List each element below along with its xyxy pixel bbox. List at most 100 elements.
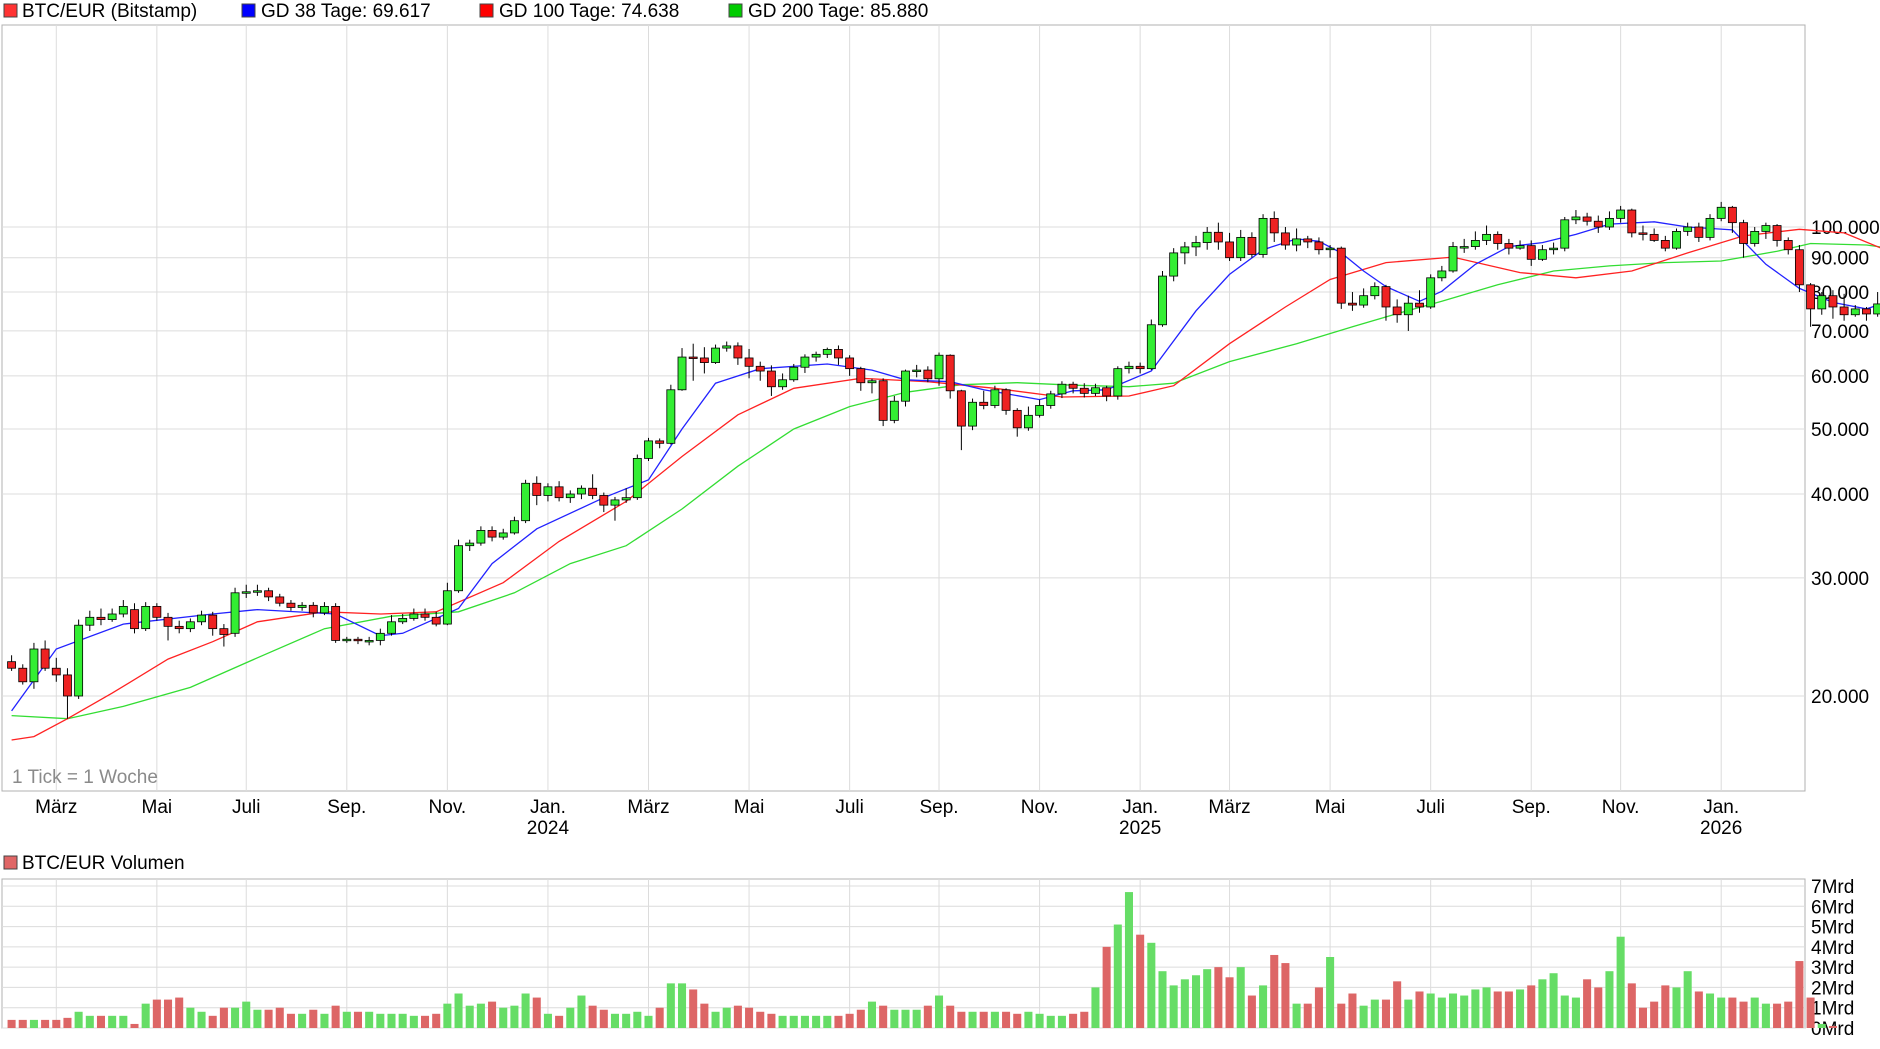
legend-marker-gd38 [241,3,256,18]
candle-body [878,380,888,421]
candle-body [398,618,408,623]
candle-body [1348,302,1357,306]
candle [1079,383,1089,398]
legend-marker-gd200 [728,3,743,18]
volume-bar [443,1003,452,1028]
volume-bar [465,1005,474,1028]
candle-body [63,674,72,697]
candle [1023,406,1033,431]
volume-bar [588,1005,597,1028]
volume-bar [1113,924,1122,1028]
candle [431,611,441,627]
candle [1213,222,1223,250]
candle-body [666,389,676,444]
volume-bar [1158,971,1167,1028]
candle-body [632,457,642,499]
volume-bar [1482,987,1491,1028]
volume-bar [298,1013,307,1028]
volume-bar [1437,997,1446,1028]
volume-tick-label: 2Mrd [1811,978,1854,999]
candle [29,642,39,689]
candle-body [208,614,218,630]
sma38-series [11,221,1880,712]
candle-body [1225,241,1234,259]
volume-bar [476,1003,485,1028]
candle-body [264,590,274,598]
candle-body [722,345,732,349]
candle [956,389,966,451]
candle [118,600,128,618]
volume-bar [722,1007,731,1028]
candle [1292,228,1302,252]
candle [789,363,799,382]
candle-body [766,370,776,388]
volume-bar [1728,997,1737,1028]
sma100-line [11,228,1880,741]
volume-bar [1180,979,1189,1028]
candle-body [1426,277,1436,308]
price-tick-label: 90.000 [1811,249,1869,270]
candle [1124,361,1134,374]
candle [1146,319,1156,371]
candle-body [1258,217,1268,255]
volume-bar [320,1013,329,1028]
volume-bar [1471,989,1480,1028]
volume-bar [387,1013,396,1028]
candle [521,479,531,524]
volume-bar [1672,987,1681,1028]
candle [230,587,240,637]
candle [1526,240,1536,266]
volume-bar [644,1015,653,1028]
candle-body [834,349,843,359]
candle [454,539,463,593]
candle [1135,362,1145,374]
volume-bar [141,1003,150,1028]
volume-bar [566,1007,575,1028]
volume-bar [119,1015,128,1028]
volume-bar [1013,1013,1022,1028]
candle [375,628,385,646]
volume-bar [499,1007,508,1028]
month-tick-label: Mai [142,797,173,818]
volume-bar [1169,985,1178,1028]
month-tick-label: Mai [1315,797,1346,818]
volume-bar [1393,981,1402,1028]
volume-bar [1650,1001,1659,1028]
candle [811,351,821,362]
candle [599,492,609,513]
candle-body [565,493,575,499]
volume-bar [1314,987,1323,1028]
candle [342,636,352,643]
volume-bar [1739,1001,1748,1028]
candle-body [1772,225,1782,241]
candle [1862,306,1871,321]
candle [878,378,888,427]
legend-marker-gd100 [479,3,494,18]
candle-body [1001,389,1011,411]
candle-body [1269,217,1279,234]
candle [1772,224,1782,247]
candle [509,516,519,535]
month-tick-label: März [1208,797,1250,818]
candle-body [1068,383,1078,389]
candle-body [554,486,564,499]
candle-body [1292,238,1302,246]
volume-bar [990,1011,999,1028]
volume-bar [934,995,944,1028]
candle-body [1102,387,1112,397]
candle [1001,388,1011,415]
candle-body [923,369,933,380]
legend-gd100: GD 100 Tage: 74.638 [499,1,679,22]
volume-bar [1516,989,1525,1028]
candle [297,602,307,611]
volume-bar [1303,1003,1312,1028]
price-grid [2,25,1805,791]
volume-bar [1795,961,1804,1028]
candle [1046,390,1056,409]
month-tick-label: Sep. [1512,797,1551,818]
candle [677,348,687,391]
candle-body [1705,217,1715,238]
candle-body [1638,232,1648,235]
candle-body [1191,242,1201,248]
